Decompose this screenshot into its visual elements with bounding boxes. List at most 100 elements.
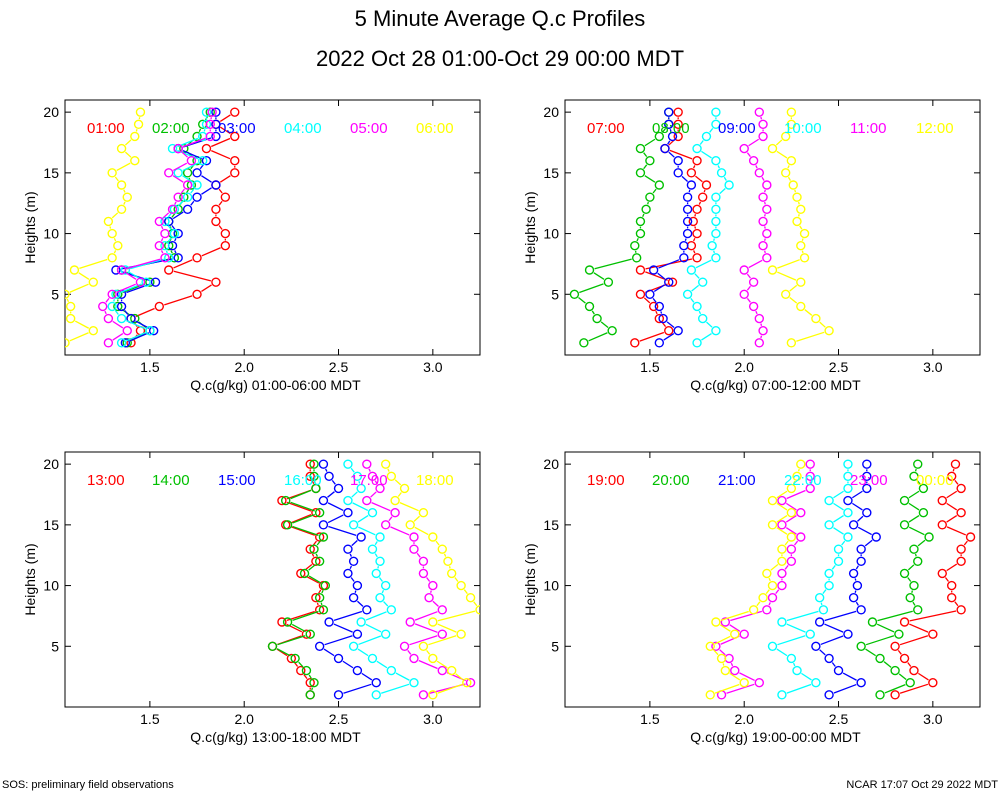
x-tick-label: 1.5 [640,359,660,375]
series-segment [378,566,379,568]
series-segment [658,260,679,268]
series-segment [756,165,757,168]
data-point [387,667,395,675]
series-segment [856,566,858,569]
series-segment [858,527,871,534]
y-tick-label: 10 [43,226,59,242]
series-segment [704,190,705,192]
data-point [636,290,644,298]
series-segment [757,602,760,606]
series-segment [352,541,358,546]
series-segment [408,650,411,654]
series-segment [918,673,928,680]
series-segment [899,674,906,680]
data-point [187,157,195,165]
data-point [646,193,654,201]
series-segment [947,564,957,571]
series-segment [866,636,894,645]
data-point [161,230,169,238]
series-07:00 [631,108,711,347]
series-segment [800,226,802,229]
data-point [363,606,371,614]
data-point [699,193,707,201]
series-segment [643,214,644,217]
data-point [706,642,714,650]
series-segment [805,310,812,316]
data-point [967,533,975,541]
data-point [580,339,588,347]
series-segment [747,298,750,302]
series-segment [70,284,89,292]
y-axis-label: Heights (m) [522,543,538,615]
series-segment [355,591,356,593]
data-point [825,497,833,505]
data-point [910,545,918,553]
data-point [104,339,112,347]
series-segment [694,165,695,168]
data-point [759,217,767,225]
data-point [419,509,427,517]
series-segment [427,650,430,654]
data-point [957,545,965,553]
series-segment [707,322,713,327]
series-20:00 [857,460,933,699]
y-tick-label: 15 [543,165,559,181]
series-segment [802,239,803,241]
series-segment [714,251,715,253]
series-segment [322,590,323,593]
series-segment [747,286,750,290]
series-23:00 [712,460,814,699]
data-point [372,679,380,687]
data-point [914,460,922,468]
data-point [778,497,786,505]
series-segment [916,469,917,471]
series-segment [75,321,88,328]
series-segment [417,553,420,557]
series-segment [765,190,766,192]
series-segment [727,684,755,693]
data-point [863,460,871,468]
data-point [876,691,884,699]
series-segment [682,176,688,181]
data-point [787,108,795,116]
data-point [344,497,352,505]
data-point [674,157,682,165]
series-segment [765,226,766,228]
series-segment [799,202,800,204]
data-point [135,120,143,128]
series-16:00 [344,460,418,699]
series-segment [640,332,664,341]
data-point [844,509,852,517]
series-segment [777,151,787,158]
series-segment [202,248,221,256]
data-point [448,569,456,577]
series-segment [852,503,862,510]
data-point [910,582,918,590]
series-segment [855,591,856,593]
series-segment [79,259,107,268]
data-point [925,533,933,541]
series-segment [701,151,711,158]
series-segment [175,238,176,241]
series-segment [648,202,649,204]
data-point [419,557,427,565]
data-point [353,630,361,638]
series-segment [358,516,368,523]
data-point [693,205,701,213]
data-point [269,642,277,650]
data-point [636,266,644,274]
series-segment [375,541,377,544]
data-point [797,460,805,468]
series-segment [843,673,856,680]
series-segment [464,590,467,594]
data-point [174,193,182,201]
data-point [755,679,763,687]
series-segment [761,117,762,119]
series-segment [312,554,313,557]
series-segment [201,285,211,292]
data-point [406,618,414,626]
data-point [674,169,682,177]
series-segment [115,177,118,181]
data-point [763,181,771,189]
